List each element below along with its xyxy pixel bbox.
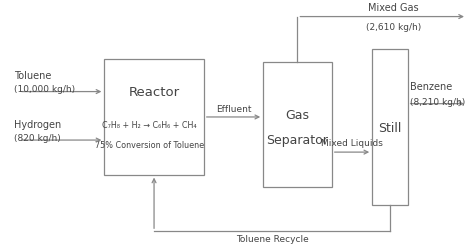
Text: Gas: Gas — [285, 108, 310, 122]
Text: Separator: Separator — [266, 134, 328, 146]
Text: C₇H₈ + H₂ → C₆H₆ + CH₄: C₇H₈ + H₂ → C₆H₆ + CH₄ — [102, 120, 197, 130]
Text: Benzene: Benzene — [410, 82, 452, 92]
Bar — [372, 50, 408, 205]
Text: Mixed Gas: Mixed Gas — [368, 2, 419, 12]
Text: (2,610 kg/h): (2,610 kg/h) — [366, 22, 421, 32]
Text: (820 kg/h): (820 kg/h) — [14, 133, 61, 142]
Bar — [263, 62, 332, 188]
Text: Mixed Liquids: Mixed Liquids — [321, 138, 383, 147]
Text: 75% Conversion of Toluene: 75% Conversion of Toluene — [95, 140, 204, 149]
Text: Reactor: Reactor — [128, 86, 180, 99]
Text: Toluene Recycle: Toluene Recycle — [236, 234, 308, 243]
Bar — [104, 60, 204, 175]
Text: Effluent: Effluent — [216, 104, 251, 113]
Text: (8,210 kg/h): (8,210 kg/h) — [410, 97, 465, 106]
Text: Hydrogen: Hydrogen — [14, 119, 62, 129]
Text: Toluene: Toluene — [14, 71, 52, 81]
Text: (10,000 kg/h): (10,000 kg/h) — [14, 85, 75, 94]
Text: Still: Still — [378, 121, 401, 134]
